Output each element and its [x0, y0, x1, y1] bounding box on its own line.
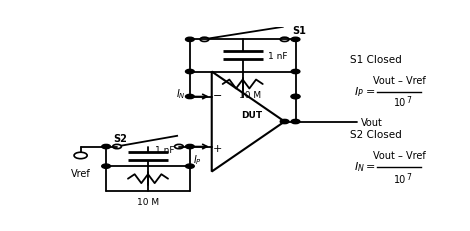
Text: Vref: Vref	[70, 168, 91, 178]
Circle shape	[291, 95, 300, 99]
Circle shape	[291, 38, 300, 42]
Text: =: =	[366, 161, 375, 171]
Text: S1 Closed: S1 Closed	[350, 55, 401, 65]
Text: S2: S2	[113, 134, 127, 144]
Text: 7: 7	[406, 95, 411, 104]
Circle shape	[291, 95, 300, 99]
Text: $I_N$: $I_N$	[176, 87, 186, 100]
Circle shape	[280, 120, 289, 124]
Text: 7: 7	[406, 172, 411, 181]
Circle shape	[186, 164, 194, 169]
Text: $I_N$: $I_N$	[354, 160, 365, 173]
Text: $I_P$: $I_P$	[193, 152, 202, 166]
Circle shape	[186, 145, 194, 149]
Text: 10: 10	[394, 174, 406, 184]
Circle shape	[186, 70, 194, 74]
Circle shape	[291, 70, 300, 74]
Text: −: −	[212, 90, 222, 100]
Text: S1: S1	[292, 26, 306, 36]
Text: 10 M: 10 M	[137, 198, 159, 207]
Text: DUT: DUT	[241, 110, 262, 119]
Circle shape	[291, 120, 300, 124]
Circle shape	[186, 95, 194, 99]
Text: 10 M: 10 M	[239, 91, 261, 100]
Text: 1 nF: 1 nF	[268, 52, 288, 61]
Text: S2 Closed: S2 Closed	[350, 129, 401, 140]
Text: +: +	[212, 144, 222, 154]
Text: =: =	[366, 87, 375, 97]
Text: $I_P$: $I_P$	[354, 85, 364, 99]
Circle shape	[102, 164, 110, 169]
Circle shape	[102, 145, 110, 149]
Text: Vout – Vref: Vout – Vref	[373, 76, 426, 86]
Text: Vout: Vout	[361, 117, 383, 127]
Text: Vout – Vref: Vout – Vref	[373, 151, 426, 161]
Text: 1 nF: 1 nF	[155, 145, 175, 154]
Circle shape	[186, 38, 194, 42]
Text: 10: 10	[394, 97, 406, 107]
